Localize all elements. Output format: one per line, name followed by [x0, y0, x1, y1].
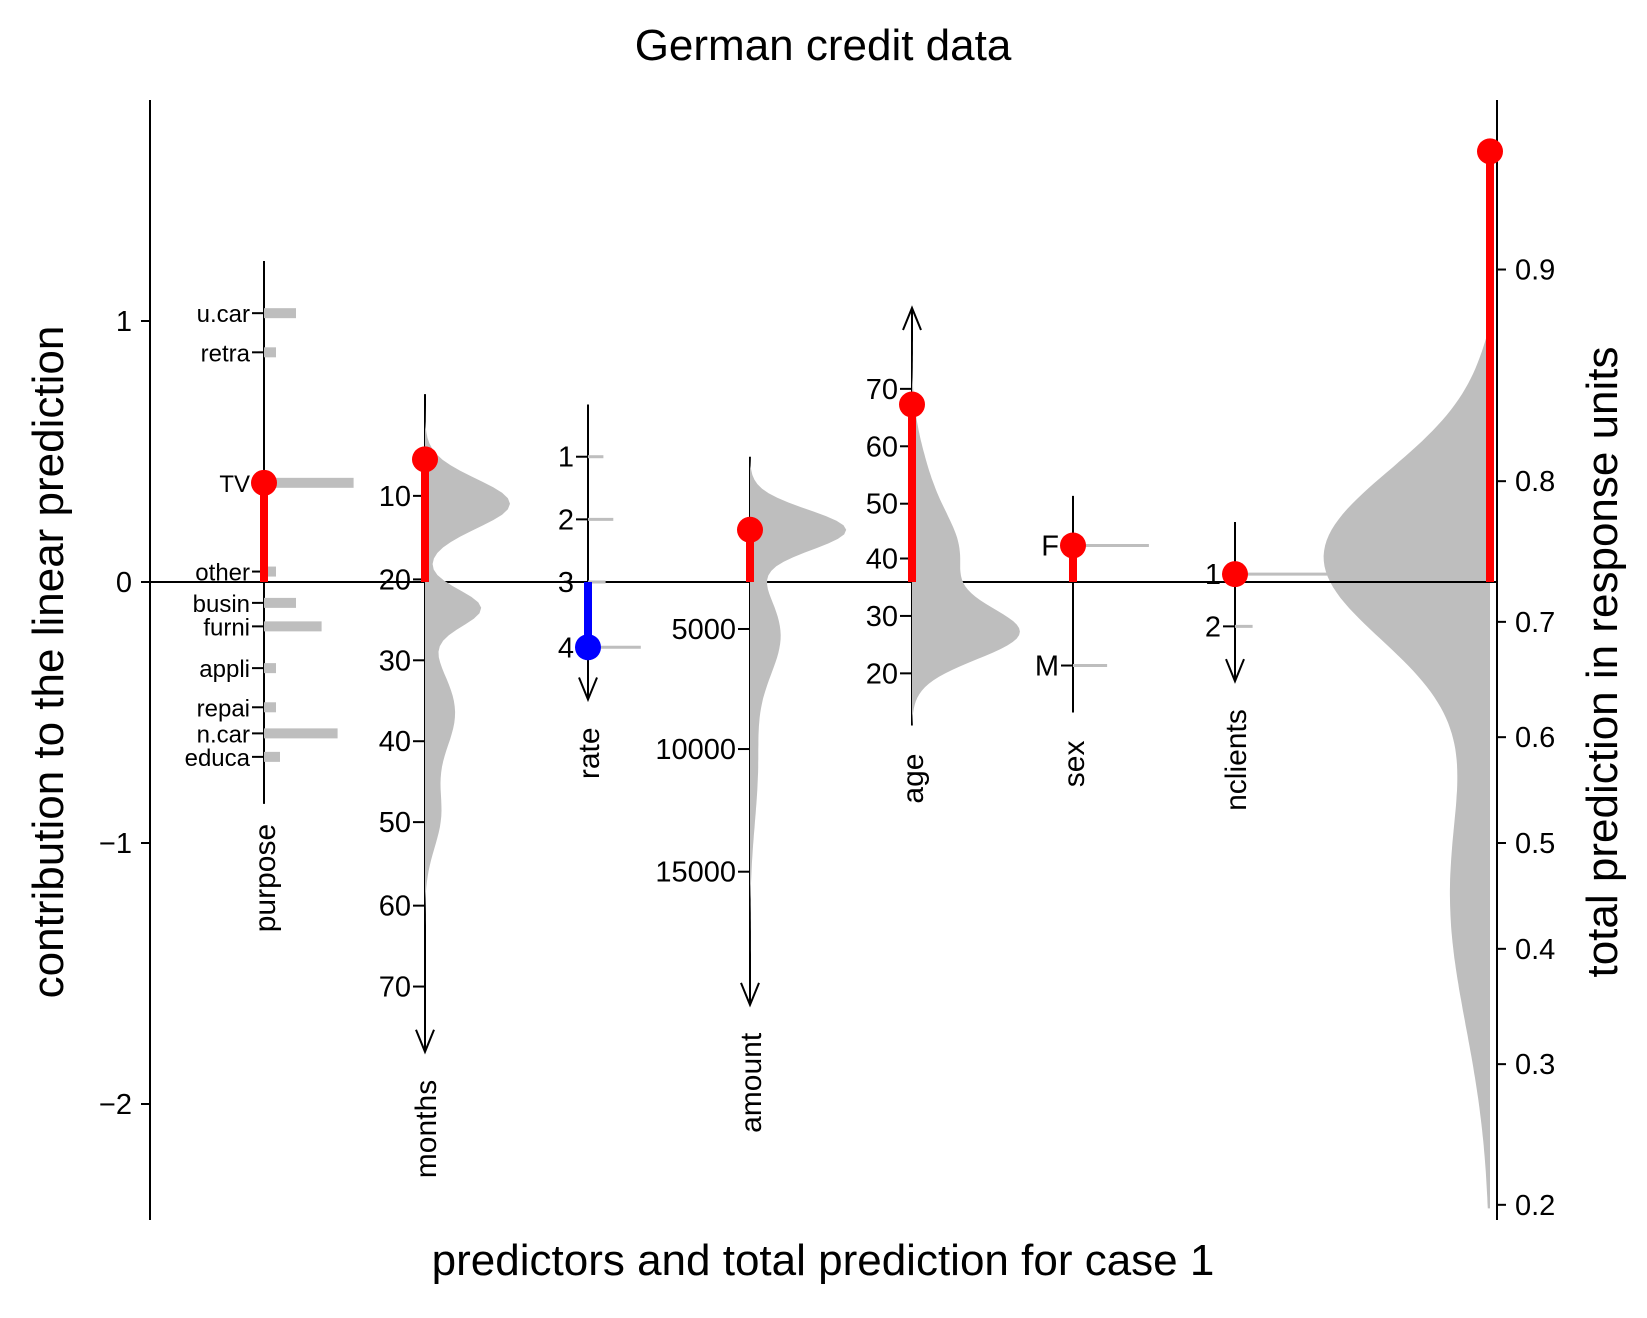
value-label: 40 — [866, 544, 898, 576]
value-label: 50 — [379, 807, 411, 839]
right-tick-label: 0.6 — [1515, 722, 1555, 754]
arrow-rate — [578, 677, 598, 703]
left-tick-label: −2 — [99, 1089, 132, 1121]
level-label: other — [195, 560, 250, 587]
value-label: 20 — [379, 564, 411, 596]
y-axis-label-right: total prediction in response units — [1578, 346, 1627, 977]
predictor-label-age: age — [897, 754, 930, 804]
left-tick-label: 0 — [116, 567, 132, 599]
level-label: 2 — [558, 504, 574, 536]
level-label: retra — [201, 340, 251, 367]
value-label: 70 — [866, 374, 898, 406]
predictor-label-sex: sex — [1058, 741, 1091, 788]
freq-bar — [264, 621, 322, 632]
freq-bar — [264, 597, 296, 608]
level-label: F — [1041, 530, 1059, 562]
value-label: 15000 — [655, 857, 736, 889]
predictor-label-amount: amount — [735, 1032, 768, 1133]
predictor-label-nclients: nclients — [1220, 709, 1253, 811]
right-tick-label: 0.5 — [1515, 828, 1555, 860]
right-tick-label: 0.2 — [1515, 1190, 1555, 1222]
freq-bar — [264, 347, 276, 358]
case-point-sex — [1060, 532, 1086, 559]
right-tick-label: 0.8 — [1515, 466, 1555, 498]
level-label: 4 — [558, 632, 574, 664]
level-label: 3 — [558, 567, 574, 599]
density-age — [912, 307, 1020, 726]
level-label: furni — [203, 614, 250, 641]
freq-bar — [264, 477, 354, 488]
value-label: 20 — [866, 658, 898, 690]
right-tick-label: 0.4 — [1515, 934, 1555, 966]
density-amount — [750, 456, 847, 1005]
level-label: n.car — [197, 721, 250, 748]
level-label: u.car — [197, 301, 250, 328]
right-tick-label: 0.3 — [1515, 1049, 1555, 1081]
value-label: 10 — [379, 481, 411, 513]
freq-bar — [264, 751, 280, 762]
right-tick-label: 0.7 — [1515, 607, 1555, 639]
left-tick-label: −1 — [99, 828, 132, 860]
y-axis-label: contribution to the linear prediction — [24, 326, 73, 999]
freq-bar — [264, 702, 276, 713]
predictor-label-months: months — [410, 1080, 443, 1178]
value-label: 30 — [866, 601, 898, 633]
freq-bar — [264, 308, 296, 319]
right-tick-label: 0.9 — [1515, 255, 1555, 287]
density-months — [425, 394, 510, 1052]
level-label: repai — [197, 695, 250, 722]
value-label: 60 — [866, 431, 898, 463]
level-label: 1 — [558, 442, 574, 474]
level-label: 2 — [1205, 611, 1221, 643]
level-label: busin — [193, 591, 250, 618]
total-point — [1477, 138, 1503, 165]
value-label: 10000 — [655, 734, 736, 766]
predictor-label-purpose: purpose — [249, 824, 282, 932]
level-label: educa — [185, 745, 251, 772]
level-label: appli — [199, 656, 250, 683]
arrow-nclients — [1225, 658, 1245, 684]
level-label: M — [1035, 651, 1059, 683]
case-point-rate — [575, 634, 601, 661]
value-label: 40 — [379, 726, 411, 758]
level-label: TV — [219, 471, 250, 498]
case-point-nclients — [1222, 561, 1248, 588]
level-label: 1 — [1205, 559, 1221, 591]
plot-area: 10−1−20.90.80.70.60.50.40.30.2u.carretra… — [99, 91, 1555, 1222]
freq-bar — [264, 566, 276, 577]
value-label: 5000 — [671, 614, 736, 646]
predictor-label-rate: rate — [573, 727, 606, 779]
total-density — [1323, 91, 1490, 1209]
case-point-amount — [737, 516, 763, 543]
value-label: 50 — [866, 489, 898, 521]
freq-bar — [264, 663, 276, 674]
freq-bar — [264, 728, 338, 739]
left-tick-label: 1 — [116, 306, 132, 338]
value-label: 30 — [379, 645, 411, 677]
case-point-age — [899, 391, 925, 418]
x-axis-label: predictors and total prediction for case… — [432, 1236, 1215, 1285]
case-point-months — [412, 446, 438, 473]
value-label: 60 — [379, 891, 411, 923]
value-label: 70 — [379, 972, 411, 1004]
chart-title: German credit data — [635, 21, 1012, 70]
case-point-purpose — [251, 469, 277, 496]
